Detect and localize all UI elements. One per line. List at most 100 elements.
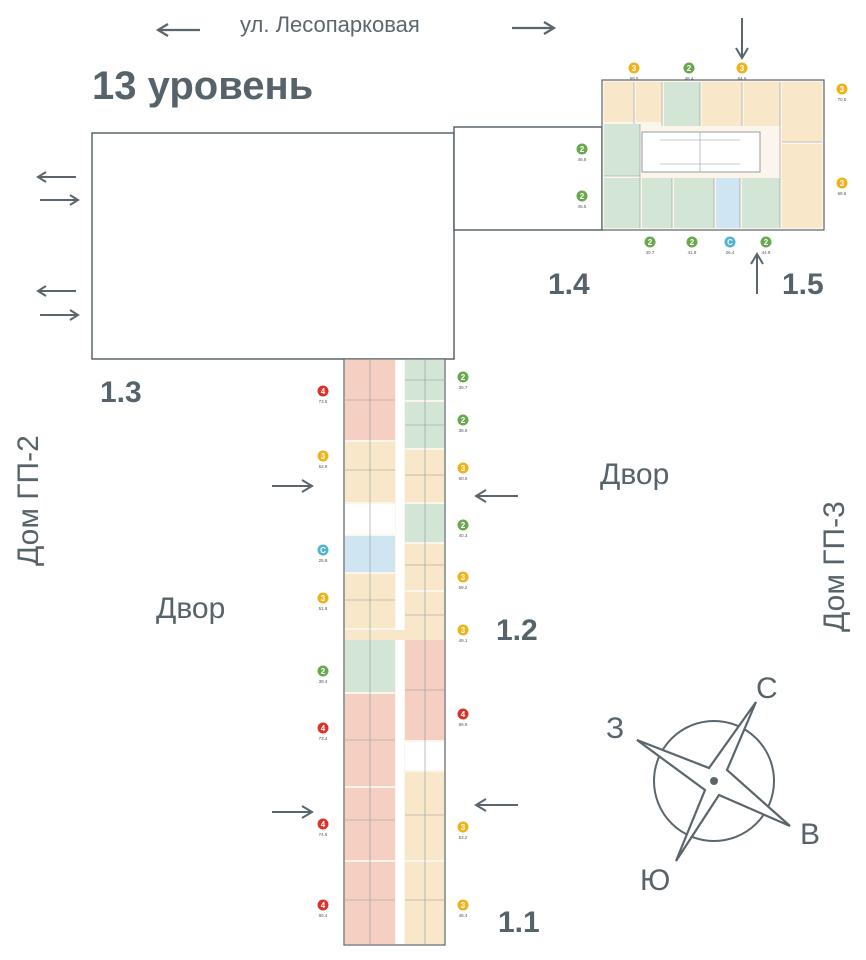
unit-rooms-marker [686,236,698,248]
unit-area-label: 40.7 [646,250,655,255]
unit-area-label: 59.2 [459,585,468,590]
unit-area-label: 39.7 [459,385,468,390]
unit-badge-top-4: 246.6 [576,143,588,162]
unit-badge-right-7: 353.2 [457,821,469,840]
unit-area-label: 70.5 [838,97,847,102]
unit-badge-left-3: 351.8 [317,592,329,611]
unit-rooms-marker [628,62,640,74]
unit-rooms-label: С [727,238,733,247]
unit-rooms-marker [317,818,329,830]
unit-rooms-marker [644,236,656,248]
unit-area-label: 85.4 [319,913,328,918]
unit-rooms-marker [317,544,329,556]
entrance-arrows-left [36,171,80,321]
house-label-right: Дом ГП-3 [818,501,851,632]
unit-area-label: 41.8 [688,250,697,255]
unit-rooms-marker [317,665,329,677]
unit-rooms-marker [457,414,469,426]
unit-rooms-label: 4 [321,901,326,910]
unit-rooms-label: 3 [461,823,466,832]
unit-badge-top-3: 370.5 [836,83,848,102]
unit-rooms-marker [317,722,329,734]
unit-area-label: 74.6 [319,832,328,837]
unit-rooms-marker [576,143,588,155]
unit-badge-right-1: 238.6 [457,414,469,433]
unit-area-label: 73.4 [319,736,328,741]
unit-badge-top-2: 364.5 [736,62,748,81]
unit-rooms-marker [457,371,469,383]
unit-area-label: 60.6 [459,476,468,481]
unit-area-label: 59.5 [630,76,639,81]
compass-east: В [800,818,821,851]
unit-rooms-label: 3 [461,573,466,582]
unit-badge-right-6: 486.9 [457,708,469,727]
unit-badge-top-8: 241.8 [686,236,698,255]
section-label-1-1: 1.1 [498,906,540,939]
unit-rooms-marker [836,177,848,189]
unit-area-label: 38.4 [319,679,328,684]
section-label-1-2: 1.2 [496,614,538,647]
unit-rooms-marker [836,83,848,95]
unit-badge-left-7: 485.4 [317,899,329,918]
unit-rooms-label: 2 [687,64,692,73]
unit-area-label: 64.5 [738,76,747,81]
unit-rooms-marker [457,708,469,720]
unit-rooms-marker [457,462,469,474]
unit-badge-right-5: 349.1 [457,624,469,643]
house-label-left: Дом ГП-2 [12,435,45,566]
unit-rooms-label: 2 [580,145,585,154]
unit-area-label: 46.6 [578,157,587,162]
unit-badge-right-0: 239.7 [457,371,469,390]
unit-rooms-marker [457,821,469,833]
unit-rooms-marker [317,385,329,397]
unit-badge-top-5: 368.6 [836,177,848,196]
yard-label-right: Двор [600,458,670,491]
unit-area-label: 48.4 [459,913,468,918]
unit-rooms-label: 2 [461,373,466,382]
unit-badge-right-8: 348.4 [457,899,469,918]
building-1-5 [601,79,825,231]
unit-rooms-marker [724,236,736,248]
unit-rooms-marker [457,519,469,531]
unit-rooms-label: 4 [321,387,326,396]
unit-area-label: 52.9 [319,464,328,469]
street-arrows [155,21,557,37]
unit-rooms-marker [317,592,329,604]
unit-badge-left-2: С 25.8 [317,544,329,563]
unit-rooms-label: 4 [321,820,326,829]
unit-area-label: 68.6 [838,191,847,196]
section-label-1-5: 1.5 [782,268,824,301]
unit-rooms-label: 4 [321,724,326,733]
unit-rooms-marker [317,450,329,462]
unit-area-label: 40.3 [459,533,468,538]
unit-rooms-label: 3 [840,85,845,94]
unit-badge-left-6: 474.6 [317,818,329,837]
unit-rooms-marker [317,899,329,911]
unit-badge-top-7: 240.7 [644,236,656,255]
unit-rooms-label: 4 [461,710,466,719]
compass-west: З [606,712,625,745]
compass-north: С [756,672,778,705]
unit-rooms-label: 3 [632,64,637,73]
unit-badge-left-4: 238.4 [317,665,329,684]
yard-label-left: Двор [156,592,226,625]
unit-rooms-marker [760,236,772,248]
unit-rooms-label: 2 [461,416,466,425]
unit-badge-top-6: 245.5 [576,190,588,209]
compass-rose [636,701,791,862]
unit-rooms-label: 2 [648,238,653,247]
unit-rooms-label: 2 [690,238,695,247]
unit-area-label: 45.5 [578,204,587,209]
street-name: ул. Лесопарковая [240,12,420,37]
unit-rooms-label: 2 [321,667,326,676]
unit-rooms-marker [683,62,695,74]
unit-rooms-marker [736,62,748,74]
section-1-3-block [91,132,455,360]
unit-badge-top-1: 248.4 [683,62,695,81]
unit-rooms-label: 3 [740,64,745,73]
unit-area-label: 38.6 [459,428,468,433]
unit-area-label: 73.5 [319,399,328,404]
unit-rooms-label: 3 [461,464,466,473]
unit-rooms-marker [576,190,588,202]
